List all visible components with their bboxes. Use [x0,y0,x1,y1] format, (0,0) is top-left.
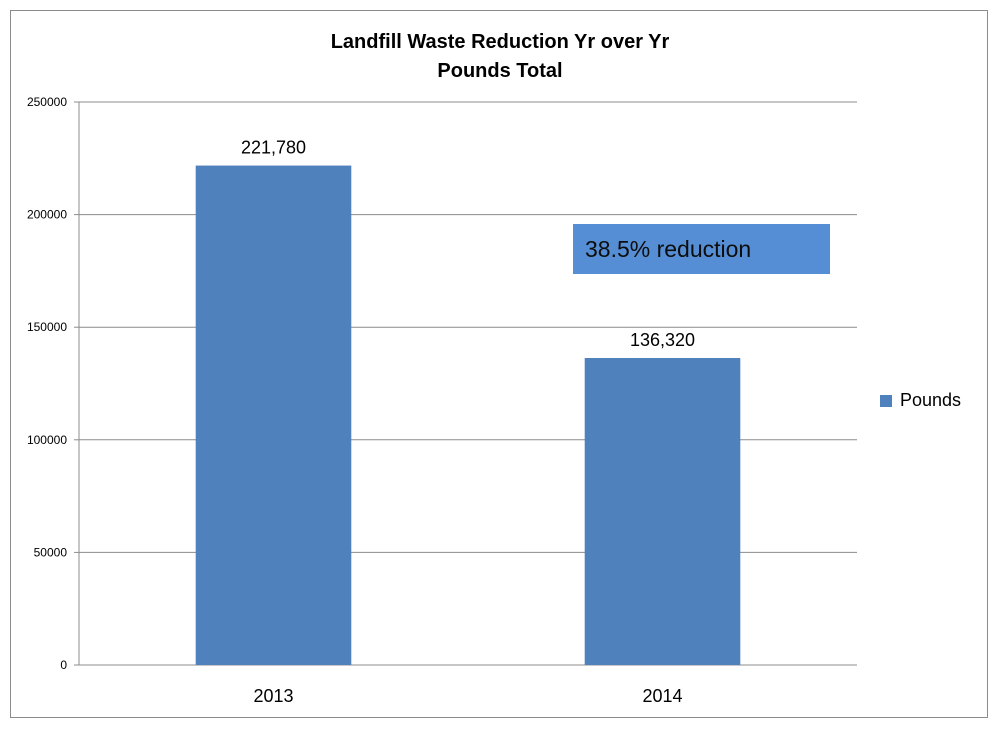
x-tick-label-2014: 2014 [642,686,682,706]
data-label-2013: 221,780 [241,138,306,158]
x-tick-label-2013: 2013 [253,686,293,706]
y-tick-label: 50000 [34,545,68,559]
chart-frame [10,10,988,718]
chart-title: Landfill Waste Reduction Yr over Yr Poun… [0,28,1000,86]
legend-swatch [880,394,892,407]
y-tick-label: 0 [60,658,67,672]
chart-title-line1: Landfill Waste Reduction Yr over Yr [330,31,670,53]
bar-2014 [584,358,741,665]
data-label-2014: 136,320 [630,330,695,350]
bar-2013 [195,165,352,665]
y-tick-label: 200000 [27,208,67,222]
y-tick-label: 150000 [27,320,67,334]
legend-label: Pounds [900,390,962,410]
reduction-annotation: 38.5% reduction [573,224,830,274]
chart-title-line2: Pounds Total [437,60,563,82]
y-tick-label: 100000 [27,433,67,447]
y-tick-label: 250000 [27,95,67,109]
legend: Pounds [880,390,961,411]
